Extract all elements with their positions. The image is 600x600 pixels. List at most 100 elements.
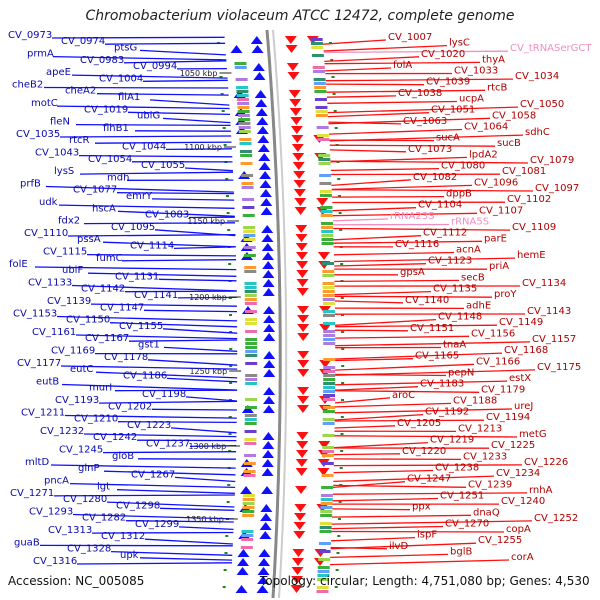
- category-block: [240, 162, 253, 165]
- gene-label-cv-1169: CV_1169: [51, 346, 95, 357]
- gene-label-fdx2: fdx2: [58, 216, 80, 227]
- leader-line-pepn: [335, 373, 447, 377]
- leader-line-glnp: [103, 470, 236, 476]
- tick-mark: [340, 297, 344, 299]
- category-block: [239, 150, 252, 153]
- gene-label-cv-1043: CV_1043: [35, 148, 79, 159]
- category-block: [319, 174, 332, 177]
- category-block: [245, 342, 258, 345]
- gene-label-rtcb: rtcB: [487, 82, 508, 93]
- category-block: [323, 386, 336, 389]
- gene-label-metg: metG: [519, 429, 547, 440]
- leader-line-ppx: [332, 508, 411, 511]
- gene-label-cv-1104: CV_1104: [418, 200, 462, 211]
- forward-strand-arrow: [261, 234, 274, 242]
- gene-label-apee: apeE: [46, 67, 71, 78]
- category-block: [319, 190, 332, 193]
- category-block: [320, 498, 333, 501]
- leader-line-lysc: [323, 44, 448, 52]
- category-block: [321, 226, 334, 229]
- category-block: [319, 522, 332, 525]
- leader-line-cv-1114: [173, 246, 236, 250]
- left-leader-lines: [34, 36, 238, 565]
- gene-label-copa: copA: [506, 524, 531, 535]
- tick-mark: [334, 586, 338, 588]
- gene-label-cv-0983: CV_0983: [80, 55, 124, 66]
- leader-line-cv-1194: [334, 419, 485, 422]
- forward-strand-arrow: [258, 162, 271, 170]
- reverse-strand-arrow: [318, 441, 331, 449]
- reverse-strand-arrow: [296, 288, 309, 296]
- gene-label-cv-1034: CV_1034: [515, 71, 559, 82]
- gene-label-udk: udk: [39, 197, 58, 208]
- category-block: [322, 450, 335, 453]
- leader-line-hsca: [117, 210, 235, 217]
- category-block: [244, 442, 257, 445]
- tick-mark: [223, 569, 227, 571]
- leader-line-dnaq: [331, 514, 472, 518]
- category-block: [245, 354, 258, 357]
- leader-line-cv-1115: [86, 253, 237, 257]
- category-block: [317, 574, 330, 577]
- tick-mark: [340, 263, 344, 265]
- forward-strand-arrow: [260, 504, 273, 512]
- gene-label-fola: folA: [393, 60, 412, 71]
- gene-label-cv-1064: CV_1064: [464, 122, 508, 133]
- category-block: [244, 310, 257, 313]
- category-block: [314, 98, 327, 101]
- scale-label: 1150 kbp: [187, 217, 225, 226]
- leader-line-cv-1193: [98, 400, 238, 404]
- category-block: [244, 270, 257, 273]
- category-block: [242, 502, 255, 505]
- gene-label-cv-1054: CV_1054: [88, 154, 132, 165]
- category-block: [322, 286, 335, 289]
- gene-label-pepn: pepN: [448, 368, 474, 379]
- gene-label-cv-1251: CV_1251: [440, 491, 484, 502]
- leader-line-cv-1147: [143, 309, 238, 313]
- gene-label-aroc: aroC: [392, 390, 415, 401]
- gene-label-cv-1245: CV_1245: [59, 445, 103, 456]
- category-block: [323, 378, 336, 381]
- forward-strand-arrow: [260, 198, 273, 206]
- gene-label-cv-1211: CV_1211: [21, 408, 65, 419]
- tick-mark: [227, 229, 231, 231]
- category-block: [320, 214, 333, 217]
- gene-label-suca: sucA: [436, 133, 460, 144]
- gene-label-cv-1147: CV_1147: [100, 302, 144, 313]
- leader-line-ispf: [330, 536, 416, 542]
- leader-line-suca: [329, 139, 435, 142]
- leader-line-rtcb: [326, 89, 486, 93]
- reverse-strand-arrow: [293, 531, 306, 539]
- category-block: [316, 586, 329, 589]
- tick-mark: [341, 314, 344, 316]
- leader-line-cv-1004: [142, 79, 228, 82]
- tick-mark: [228, 450, 232, 452]
- leader-line-cv-1155: [162, 328, 238, 334]
- gene-label-cv-1081: CV_1081: [502, 166, 546, 177]
- forward-strand-arrow: [237, 549, 250, 557]
- leader-line-proy: [334, 295, 493, 298]
- tick-mark: [337, 195, 341, 197]
- forward-strand-arrow: [263, 324, 276, 332]
- gene-label-cv-1112: CV_1112: [423, 228, 467, 239]
- leader-line-prma: [52, 55, 227, 61]
- leader-line-cv-1055: [184, 167, 233, 172]
- gene-label-chea2: cheA2: [65, 86, 96, 97]
- leader-line-cv-1186: [166, 377, 238, 383]
- reverse-strand-arrow: [295, 234, 308, 242]
- forward-strand-arrow: [251, 45, 264, 53]
- tick-mark: [333, 110, 337, 112]
- category-block: [321, 462, 334, 465]
- forward-strand-arrow: [257, 576, 270, 584]
- tick-mark: [228, 263, 232, 265]
- category-block: [321, 238, 334, 241]
- tick-mark: [226, 501, 230, 503]
- gene-label-cv-1194: CV_1194: [486, 412, 530, 423]
- gene-label-cv-1179: CV_1179: [481, 384, 525, 395]
- category-block: [234, 62, 247, 65]
- leader-line-rtcr: [94, 141, 232, 144]
- category-block: [310, 38, 323, 41]
- category-block: [323, 330, 336, 333]
- leader-line-cv-1293: [72, 513, 235, 520]
- gene-label-cv-1123: CV_1123: [428, 256, 472, 267]
